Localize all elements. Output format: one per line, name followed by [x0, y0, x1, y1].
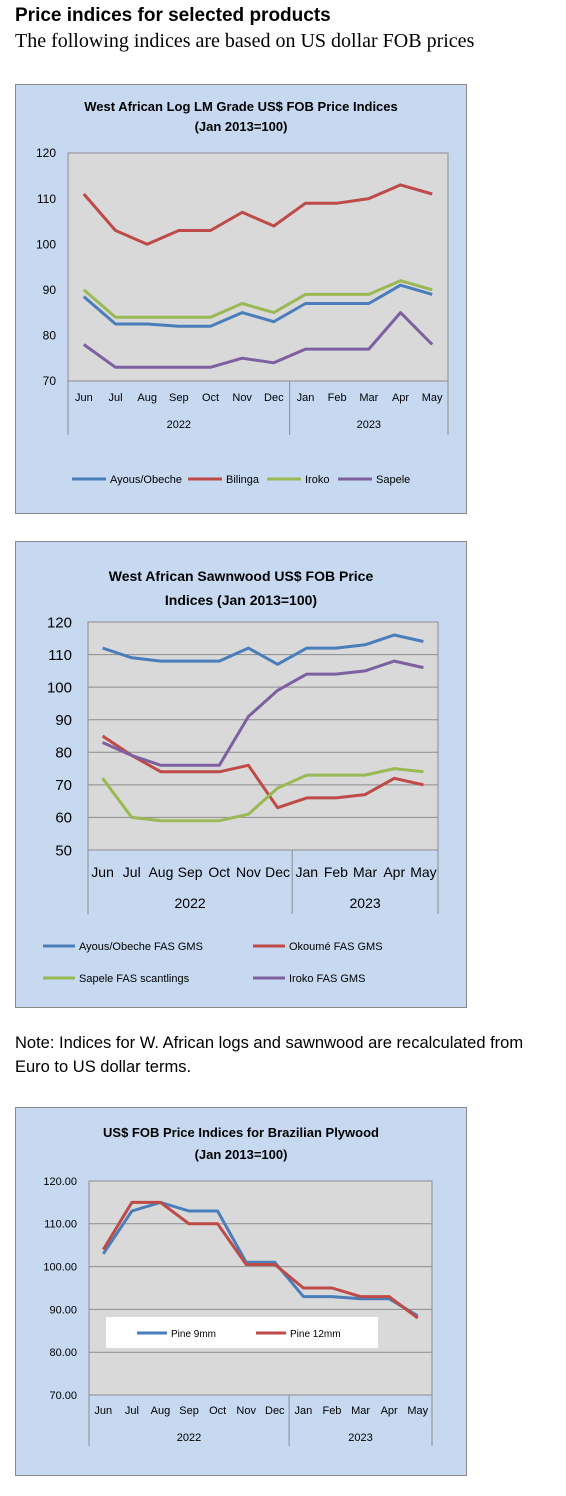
- year-label: 2023: [357, 419, 381, 431]
- x-tick-label: Jun: [91, 864, 114, 880]
- y-tick-label: 80: [55, 745, 72, 762]
- legend-label: Iroko: [305, 474, 329, 486]
- chart-title-line: Indices (Jan 2013=100): [165, 592, 317, 608]
- plot-area: [88, 1180, 433, 1396]
- series-line: [102, 633, 424, 666]
- series-line: [102, 1200, 419, 1320]
- y-tick-label: 50: [55, 842, 72, 859]
- note-text: Note: Indices for W. African logs and sa…: [15, 1034, 524, 1076]
- x-tick-label: Feb: [324, 864, 348, 880]
- x-tick-label: Apr: [383, 864, 405, 880]
- legend-label: Sapele FAS scantlings: [79, 973, 190, 985]
- x-tick-label: Sep: [178, 864, 203, 880]
- x-tick-label: May: [407, 1405, 428, 1417]
- y-tick-label: 100: [47, 679, 72, 696]
- legend-label: Ayous/Obeche FAS GMS: [79, 941, 203, 953]
- legend-label: Pine 9mm: [171, 1329, 216, 1340]
- x-tick-label: Aug: [137, 392, 157, 404]
- x-tick-label: Nov: [236, 1405, 256, 1417]
- legend-label: Ayous/Obeche: [110, 474, 182, 486]
- x-tick-label: Jun: [75, 392, 93, 404]
- x-tick-label: Aug: [148, 864, 173, 880]
- chart-west-african-log: West African Log LM Grade US$ FOB Price …: [15, 84, 467, 514]
- x-tick-label: Oct: [208, 864, 230, 880]
- y-tick-label: 120.00: [43, 1176, 77, 1188]
- y-tick-label: 90.00: [49, 1304, 77, 1316]
- y-tick-label: 90: [55, 712, 72, 729]
- chart-svg-sawnwood: West African Sawnwood US$ FOB Price Indic…: [43, 568, 439, 985]
- series-line: [101, 659, 424, 767]
- year-label: 2023: [348, 1432, 372, 1444]
- x-tick-label: Sep: [169, 392, 189, 404]
- x-tick-label: Jan: [295, 864, 318, 880]
- chart-svg-plywood: US$ FOB Price Indices for Brazilian Plyw…: [43, 1125, 433, 1446]
- year-label: 2023: [350, 895, 381, 911]
- chart-title-line: (Jan 2013=100): [195, 1147, 288, 1162]
- y-tick-label: 80: [43, 329, 57, 343]
- x-tick-label: Jan: [295, 1405, 313, 1417]
- x-tick-label: Nov: [236, 864, 261, 880]
- y-tick-label: 80.00: [49, 1347, 77, 1359]
- chart-title-line: West African Sawnwood US$ FOB Price: [109, 568, 374, 584]
- series-line: [82, 183, 433, 246]
- page-heading: Price indices for selected products: [15, 5, 331, 26]
- legend-label: Okoumé FAS GMS: [289, 941, 383, 953]
- legend-label: Pine 12mm: [290, 1329, 341, 1340]
- y-tick-label: 110: [48, 647, 72, 664]
- x-tick-label: Mar: [353, 864, 377, 880]
- x-tick-label: May: [422, 392, 443, 404]
- x-tick-label: Dec: [264, 392, 284, 404]
- series-line: [82, 279, 433, 319]
- y-tick-label: 100: [36, 237, 56, 251]
- x-tick-label: Jul: [125, 1405, 139, 1417]
- series-line: [101, 734, 424, 810]
- y-tick-label: 90: [43, 283, 57, 297]
- x-tick-label: Feb: [328, 392, 347, 404]
- x-tick-label: Jul: [123, 864, 141, 880]
- y-tick-label: 120: [36, 146, 56, 160]
- plot-area: [67, 152, 449, 382]
- x-tick-label: Apr: [392, 392, 409, 404]
- x-tick-label: Feb: [322, 1405, 341, 1417]
- y-tick-label: 100.00: [43, 1261, 77, 1273]
- chart-title-line: US$ FOB Price Indices for Brazilian Plyw…: [103, 1125, 379, 1140]
- chart-title-line: (Jan 2013=100): [195, 119, 288, 134]
- x-tick-label: Sep: [179, 1405, 199, 1417]
- x-tick-label: May: [410, 864, 436, 880]
- chart-brazilian-plywood: US$ FOB Price Indices for Brazilian Plyw…: [15, 1107, 467, 1476]
- series-line: [82, 311, 434, 369]
- y-tick-label: 70: [55, 777, 72, 794]
- legend-label: Iroko FAS GMS: [289, 973, 365, 985]
- year-label: 2022: [167, 419, 191, 431]
- series-line: [101, 767, 424, 823]
- x-tick-label: Oct: [209, 1405, 226, 1417]
- x-tick-label: Dec: [265, 1405, 285, 1417]
- y-tick-label: 60: [55, 810, 72, 827]
- x-tick-label: Nov: [232, 392, 252, 404]
- page-subheading: The following indices are based on US do…: [15, 30, 475, 52]
- y-tick-label: 70: [43, 374, 57, 388]
- x-tick-label: Oct: [202, 392, 219, 404]
- x-tick-label: Aug: [151, 1405, 171, 1417]
- y-tick-label: 120: [47, 614, 72, 631]
- legend-label: Sapele: [376, 474, 410, 486]
- x-tick-label: Jan: [297, 392, 315, 404]
- x-tick-label: Jul: [108, 392, 122, 404]
- x-tick-label: Dec: [265, 864, 290, 880]
- year-label: 2022: [175, 895, 206, 911]
- x-tick-label: Apr: [381, 1405, 398, 1417]
- chart-svg-log: West African Log LM Grade US$ FOB Price …: [36, 99, 449, 486]
- y-tick-label: 110.00: [44, 1219, 77, 1231]
- x-tick-label: Mar: [351, 1405, 370, 1417]
- chart-title-line: West African Log LM Grade US$ FOB Price …: [84, 99, 398, 114]
- x-tick-label: Mar: [359, 392, 378, 404]
- y-tick-label: 70.00: [49, 1390, 77, 1402]
- series-line: [82, 283, 433, 328]
- x-tick-label: Jun: [94, 1405, 112, 1417]
- chart-west-african-sawnwood: West African Sawnwood US$ FOB Price Indic…: [15, 541, 467, 1008]
- year-label: 2022: [177, 1432, 201, 1444]
- y-tick-label: 110: [37, 192, 56, 206]
- legend-label: Bilinga: [226, 474, 260, 486]
